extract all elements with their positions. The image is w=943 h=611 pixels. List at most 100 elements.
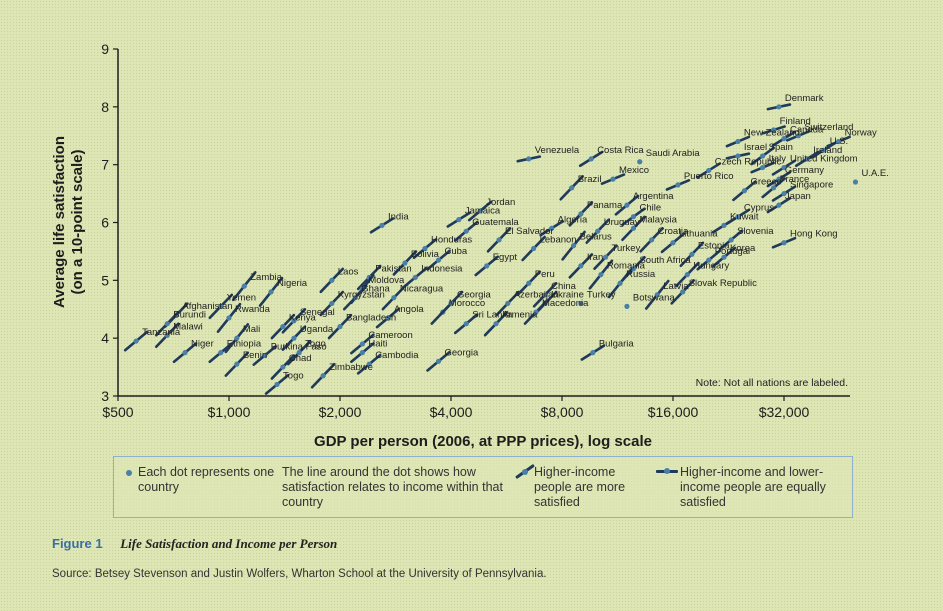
country-label: Tanzania	[142, 327, 181, 338]
country-label: Belarus	[580, 232, 612, 243]
country-label: Canada	[790, 125, 824, 136]
country-label: Ukraine	[551, 289, 584, 300]
country-dot	[760, 153, 766, 159]
country-label: Angola	[394, 304, 424, 315]
country-label: Italy	[769, 154, 787, 165]
figure-title: Life Satisfaction and Income per Person	[120, 536, 338, 551]
country-label: Macedonia	[542, 298, 589, 309]
country-dot	[590, 350, 596, 356]
country-dot	[268, 289, 274, 295]
country-dot	[684, 271, 690, 278]
country-marks	[123, 103, 859, 395]
country-label: Russia	[626, 269, 656, 280]
country-dot	[337, 324, 343, 330]
country-dot	[412, 274, 418, 281]
country-label: Brazil	[578, 174, 602, 185]
chart-note: Note: Not all nations are labeled.	[696, 377, 848, 389]
country-label: Jordan	[486, 197, 515, 208]
country-dot	[624, 303, 630, 309]
country-label: Finland	[780, 116, 811, 127]
country-dot	[218, 350, 224, 356]
country-label: Egypt	[493, 252, 518, 263]
country-label: Algeria	[558, 214, 588, 225]
x-axis-title: GDP per person (2006, at PPP prices), lo…	[314, 433, 652, 450]
country-dot	[689, 251, 695, 257]
legend-item-steep: Higher-income people are more satisfied	[534, 465, 626, 509]
legend-flat-dot-icon	[664, 468, 670, 474]
country-label: Saudi Arabia	[646, 148, 701, 159]
country-label: Uruguay	[604, 217, 640, 228]
country-label: Afghanistan	[182, 301, 232, 312]
country-dot	[637, 159, 643, 165]
country-dot	[781, 164, 787, 171]
tick-group: 3 4 5 6 7 8 9 $500 $1,000 $2,000 $4,000 $8,000 $16,0…	[101, 41, 809, 420]
country-label: Romania	[607, 261, 646, 272]
y-tick-label: 6	[101, 215, 109, 231]
country-label: Uganda	[300, 324, 334, 335]
source-note: Source: Betsey Stevenson and Justin Wolf…	[52, 568, 547, 580]
figure-caption: Figure 1 Life Satisfaction and Income pe…	[52, 536, 337, 552]
country-dot	[391, 295, 397, 301]
country-dot	[359, 350, 365, 356]
country-label: Togo	[305, 339, 326, 350]
country-label: Hungary	[693, 261, 729, 272]
y-tick-label: 3	[101, 388, 109, 404]
country-label: Korea	[730, 243, 756, 254]
y-tick-label: 5	[101, 272, 109, 288]
country-dot	[218, 303, 224, 309]
country-label: Malawi	[173, 321, 203, 332]
country-dot	[610, 176, 616, 182]
y-tick-label: 7	[101, 157, 109, 173]
country-dot	[771, 185, 777, 191]
country-dot	[776, 202, 782, 208]
y-axis-title-line1: Average life satisfaction	[51, 136, 68, 308]
country-label: Argentina	[633, 191, 674, 202]
country-label: South Africa	[639, 255, 691, 266]
country-dot	[359, 341, 365, 347]
country-dot	[630, 214, 637, 220]
x-tick-label: $500	[102, 404, 133, 420]
country-dot	[526, 156, 532, 162]
country-label: Panama	[587, 200, 623, 211]
country-label: Israel	[744, 142, 767, 153]
country-dot	[630, 225, 637, 231]
country-dot	[570, 243, 577, 249]
country-dot	[549, 225, 555, 231]
country-label: Bangladesh	[346, 313, 396, 324]
country-label: Ethiopia	[227, 339, 262, 350]
country-label: Laos	[338, 266, 359, 277]
x-tick-label: $8,000	[541, 404, 584, 420]
country-dot	[402, 260, 408, 266]
country-dot	[484, 263, 490, 269]
country-label: Slovak Republic	[689, 278, 757, 289]
legend: Each dot represents one country The line…	[113, 456, 853, 518]
country-dot	[291, 335, 297, 341]
figure-number: Figure 1	[52, 536, 103, 551]
x-tick-label: $32,000	[759, 404, 810, 420]
country-dot	[706, 167, 712, 174]
country-label: Burkina Faso	[271, 342, 327, 353]
country-dot	[226, 315, 232, 321]
country-label: Morocco	[449, 298, 485, 309]
country-dot	[280, 324, 286, 330]
country-label: Senegal	[300, 307, 335, 318]
country-dot	[649, 237, 655, 243]
legend-item-dot: Each dot represents one country	[138, 465, 275, 494]
country-dot	[262, 352, 268, 359]
country-label: Nigeria	[277, 278, 308, 289]
country-dot	[164, 332, 170, 338]
country-dot	[781, 190, 787, 197]
legend-item-flat: Higher-income and lower-income people ar…	[680, 465, 826, 509]
country-label: Nicaragua	[400, 284, 444, 295]
country-label: Togo	[283, 370, 304, 381]
country-label: Bulgaria	[599, 339, 635, 350]
country-label: Indonesia	[421, 263, 463, 274]
country-label: Portugal	[715, 246, 750, 257]
country-dot	[448, 300, 454, 307]
y-axis-title-line2: (on a 10-point scale)	[69, 149, 86, 294]
country-dot	[496, 237, 502, 243]
country-label: Iran	[587, 252, 603, 263]
x-tick-label: $16,000	[648, 404, 699, 420]
country-label: France	[780, 174, 810, 185]
